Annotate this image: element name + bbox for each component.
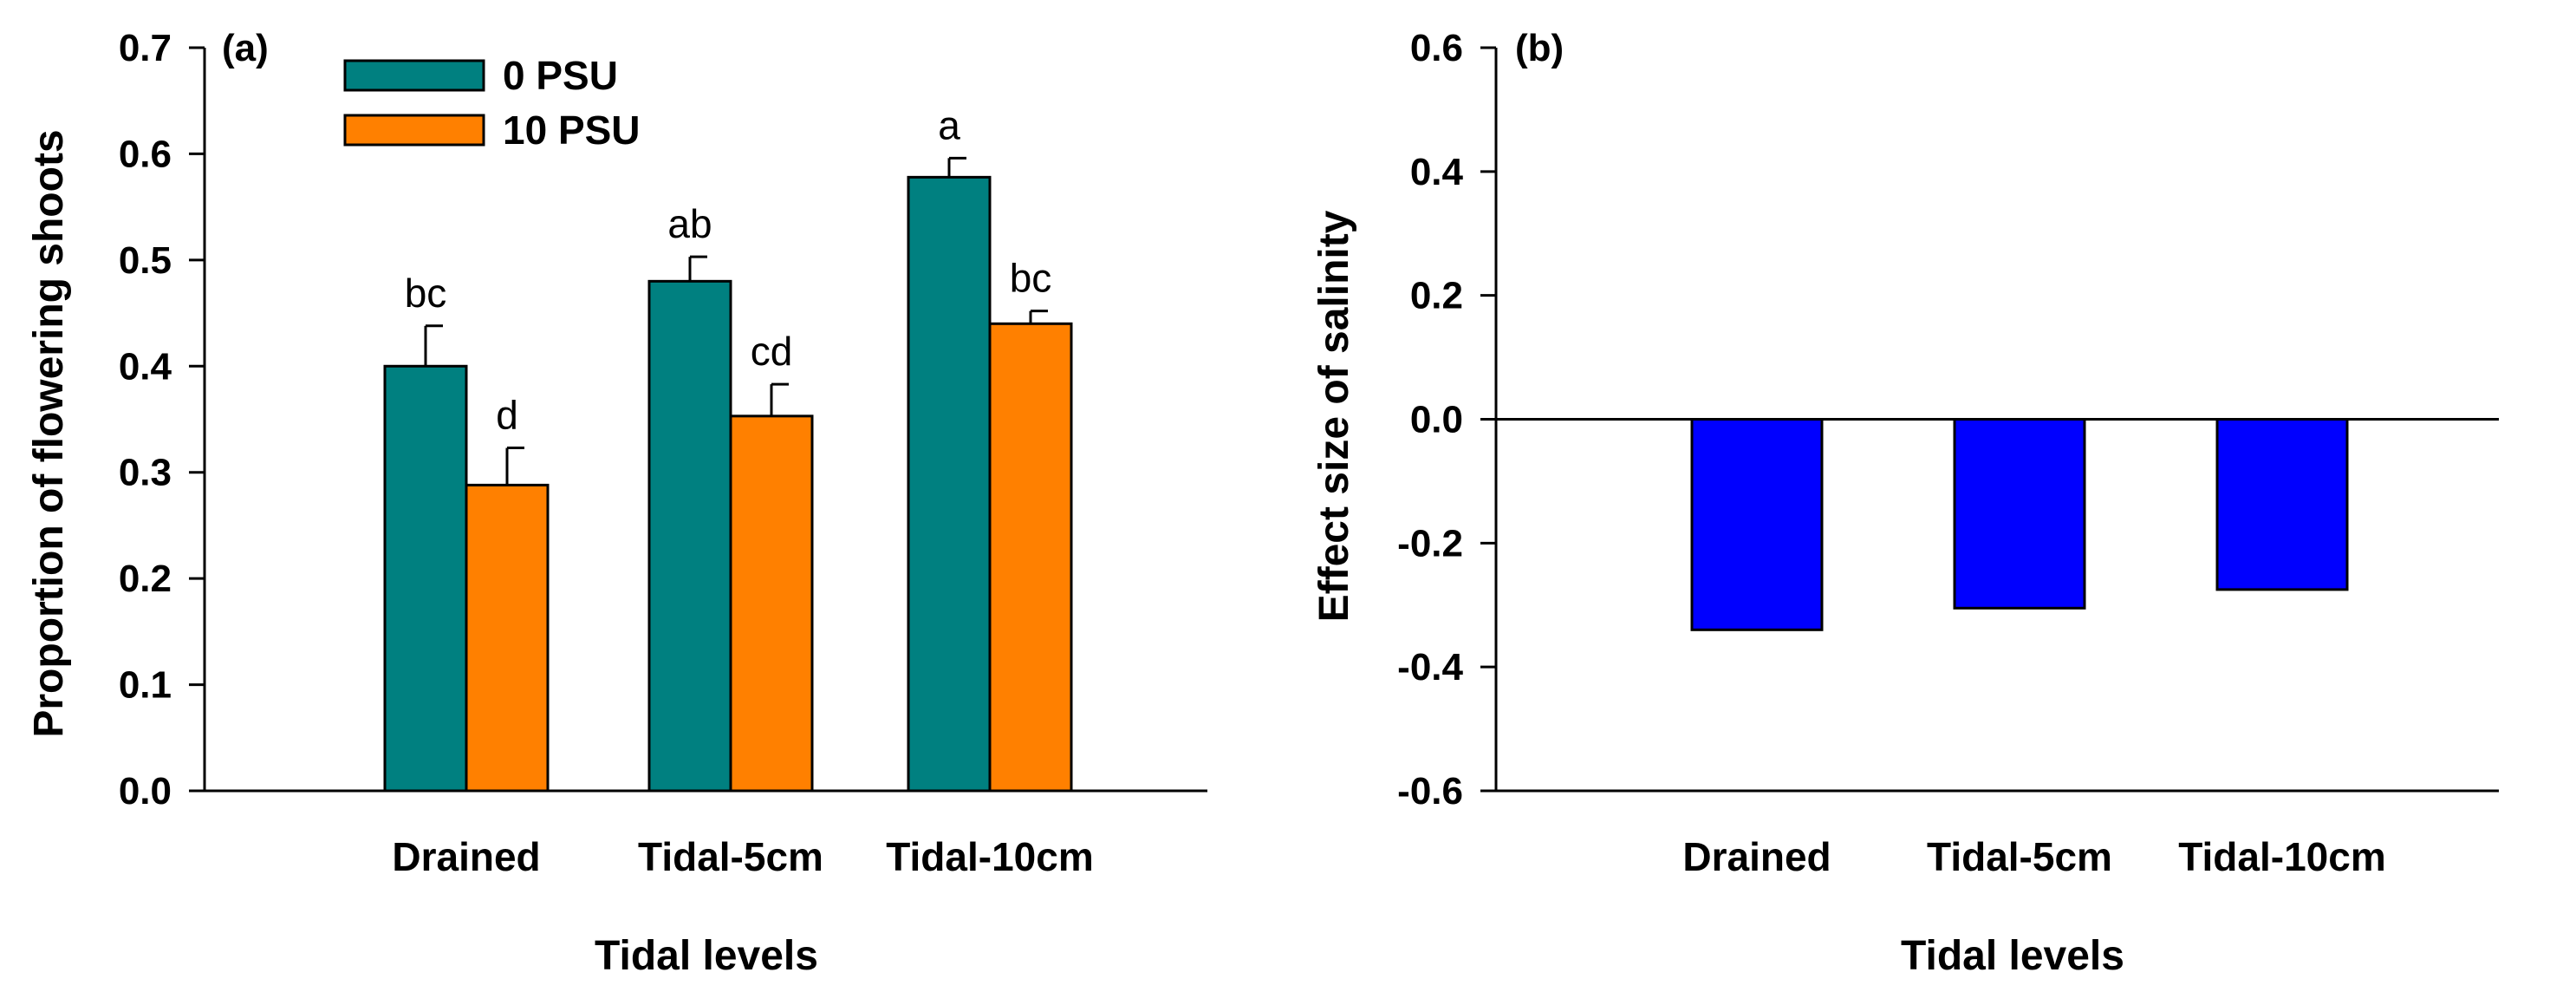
bar-0-psu-tidal-10cm [907,175,992,793]
x-tick-label-tidal-5cm: Tidal-5cm [638,834,823,879]
significance-label-10-psu-tidal-5cm: cd [751,329,793,374]
bar-0-psu-tidal-5cm [647,279,732,793]
panel-b-x-tick-labels: Drained Tidal-5cm Tidal-10cm [1682,834,2385,879]
x-tick-label-tidal-5cm: Tidal-5cm [1927,834,2112,879]
y-tick-label: 0.3 [119,452,172,494]
significance-label-0-psu-drained: bc [405,271,447,316]
bar-effect-size-drained [1690,418,1824,631]
y-tick-label: 0.6 [1410,27,1463,69]
bar-effect-size-tidal-5cm [1953,418,2086,610]
panel-b-label: (b) [1515,27,1564,69]
panel-b-y-axis-title: Effect size of salinity [1311,210,1357,622]
bar-0-psu-drained [383,364,468,793]
y-tick-label: 0.0 [1410,399,1463,441]
y-tick-label: 0.2 [119,558,172,600]
y-tick-label: 0.4 [119,345,172,388]
y-tick-label: 0.2 [1410,275,1463,317]
bar-10-psu-tidal-5cm [729,414,814,793]
panel-a-label: (a) [222,27,269,69]
panel-a-y-axis-title: Proportion of flowering shoots [26,129,72,737]
x-tick-label-tidal-10cm: Tidal-10cm [886,834,1093,879]
legend-swatch-10-psu [343,114,485,147]
x-tick-label-drained: Drained [1682,834,1831,879]
bar-10-psu-drained [465,483,550,793]
significance-label-0-psu-tidal-5cm: ab [667,201,712,246]
panel-a-y-ticks: 0.0 0.1 0.2 0.3 0.4 0.5 0.6 0.7 [119,27,205,813]
bar-10-psu-tidal-10cm [988,322,1073,793]
y-tick-label: 0.1 [119,664,172,707]
significance-label-0-psu-tidal-10cm: a [938,102,960,147]
panel-b-axes [1494,48,2499,793]
y-tick-label: 0.0 [119,770,172,813]
significance-label-10-psu-drained: d [496,393,518,438]
panel-a-bars: bc d ab cd a bc [383,102,1073,793]
panel-a-x-tick-labels: Drained Tidal-5cm Tidal-10cm [392,834,1093,879]
legend-label-10-psu: 10 PSU [503,108,641,153]
y-tick-label: 0.6 [119,133,172,175]
y-tick-label: -0.4 [1397,646,1463,689]
panel-b-bars [1690,418,2349,631]
y-tick-label: 0.5 [119,239,172,282]
y-tick-label: -0.6 [1397,770,1463,813]
legend-label-0-psu: 0 PSU [503,53,618,98]
x-tick-label-drained: Drained [392,834,540,879]
panel-a-x-axis-title: Tidal levels [595,933,818,979]
significance-label-10-psu-tidal-10cm: bc [1010,256,1052,301]
panel-a-axes [203,48,1207,793]
panel-a-legend: 0 PSU 10 PSU [343,53,641,153]
panel-b-x-axis-title: Tidal levels [1901,933,2124,979]
x-tick-label-tidal-10cm: Tidal-10cm [2178,834,2385,879]
y-tick-label: 0.7 [119,27,172,69]
y-tick-label: -0.2 [1397,522,1463,565]
bar-effect-size-tidal-10cm [2215,418,2349,591]
panel-b: (b) -0.6 -0.4 -0.2 0.0 0.2 0.4 0.6 Drained Tida… [1311,27,2499,979]
panel-b-y-ticks: -0.6 -0.4 -0.2 0.0 0.2 0.4 0.6 [1397,27,1496,813]
y-tick-label: 0.4 [1410,151,1464,193]
legend-swatch-0-psu [343,59,485,92]
